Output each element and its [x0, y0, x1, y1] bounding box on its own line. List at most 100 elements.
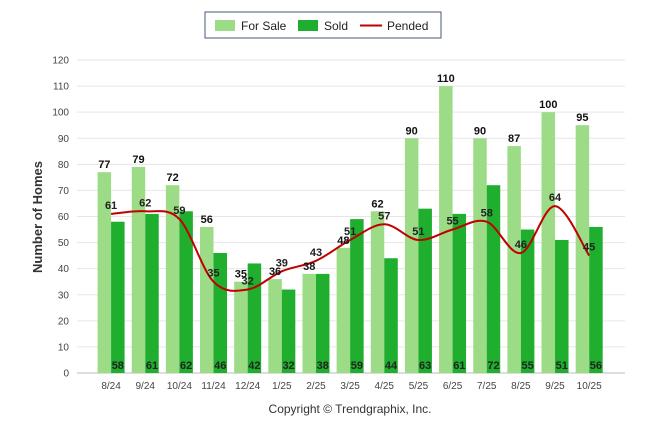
label-for-sale: 62 [371, 198, 383, 210]
label-sold: 63 [419, 360, 431, 372]
label-pended: 58 [481, 208, 493, 220]
bar-for-sale [507, 146, 521, 373]
x-tick-label: 11/24 [201, 381, 226, 392]
bar-sold [589, 226, 603, 373]
data-labels: 77 58 79 61 72 62 56 46 35 42 36 32 38 38 48 59 62 44 90 63… [98, 73, 602, 372]
y-tick-label: 0 [63, 369, 69, 380]
label-for-sale: 87 [508, 133, 520, 145]
pended-line-path [111, 205, 591, 292]
y-tick-label: 60 [58, 212, 70, 223]
y-axis-label: Number of Homes [30, 161, 45, 273]
label-for-sale: 56 [201, 214, 213, 226]
bar-sold [315, 273, 330, 373]
label-for-sale: 72 [167, 172, 179, 184]
label-sold: 62 [180, 360, 192, 372]
x-tick-label: 2/25 [306, 381, 326, 392]
y-tick-label: 110 [53, 82, 69, 93]
bar-for-sale [541, 112, 556, 374]
x-tick-label: 8/25 [511, 381, 531, 392]
label-pended: 46 [515, 239, 527, 251]
bar-for-sale [575, 125, 590, 373]
label-pended: 57 [378, 210, 390, 222]
bar-sold [281, 289, 296, 373]
bar-sold [452, 213, 467, 373]
x-tick-label: 12/24 [235, 381, 260, 392]
y-tick-label: 30 [58, 290, 70, 301]
x-tick-labels: 8/24 9/24 10/24 11/24 12/24 1/25 2/25 3/25 4/25 5… [101, 381, 602, 392]
label-sold: 72 [487, 360, 499, 372]
label-pended: 64 [549, 192, 562, 204]
label-pended: 61 [105, 200, 117, 212]
bar-for-sale [404, 138, 419, 373]
label-for-sale: 48 [337, 235, 349, 247]
x-tick-label: 9/24 [135, 381, 155, 392]
bars [97, 86, 603, 374]
label-for-sale: 36 [269, 266, 281, 278]
bar-for-sale [473, 138, 487, 373]
bar-for-sale [234, 281, 248, 373]
legend-label-pended: Pended [387, 19, 428, 33]
x-tick-label: 6/25 [443, 381, 463, 392]
x-tick-label: 8/24 [101, 381, 121, 392]
bar-sold [418, 208, 432, 373]
y-tick-label: 70 [58, 186, 70, 197]
bar-sold [350, 219, 364, 373]
label-pended: 59 [173, 205, 185, 217]
x-tick-label: 5/25 [409, 381, 429, 392]
bar-for-sale [336, 247, 351, 373]
y-tick-label: 120 [52, 56, 69, 67]
bar-for-sale [131, 166, 146, 373]
label-for-sale: 77 [98, 159, 110, 171]
label-for-sale: 95 [576, 112, 588, 124]
y-tick-labels: 0 10 20 30 40 50 60 70 80 90 100 110 120 [52, 56, 69, 380]
copyright-text: Copyright © Trendgraphix, Inc. [269, 402, 432, 416]
legend-label-for-sale: For Sale [241, 19, 287, 33]
label-sold: 44 [385, 360, 398, 372]
bar-sold [520, 229, 535, 373]
label-pended: 51 [412, 226, 424, 238]
x-tick-label: 1/25 [272, 381, 292, 392]
x-tick-label: 9/25 [545, 381, 565, 392]
label-for-sale: 90 [406, 125, 418, 137]
label-pended: 32 [242, 276, 254, 288]
bar-sold [179, 211, 193, 373]
pended-line [111, 205, 591, 292]
bar-sold [145, 213, 159, 373]
bar-for-sale [268, 279, 282, 373]
y-tick-label: 80 [58, 160, 70, 171]
label-sold: 32 [282, 360, 294, 372]
label-for-sale: 110 [437, 73, 455, 85]
x-tick-label: 4/25 [375, 381, 395, 392]
label-sold: 58 [112, 360, 124, 372]
bar-for-sale [439, 86, 453, 373]
legend: For Sale Sold Pended [204, 11, 442, 39]
label-sold: 38 [317, 360, 329, 372]
label-pended: 35 [207, 268, 219, 280]
y-tick-label: 40 [58, 264, 70, 275]
label-pended: 55 [446, 216, 458, 228]
label-pended: 62 [139, 197, 151, 209]
bar-sold [213, 253, 228, 373]
label-sold: 59 [351, 360, 363, 372]
x-tick-label: 3/25 [340, 381, 360, 392]
x-tick-label: 10/24 [167, 381, 192, 392]
bar-sold [247, 263, 262, 373]
bar-sold [111, 221, 125, 373]
bar-for-sale [200, 226, 214, 373]
y-tick-label: 50 [58, 238, 70, 249]
label-pended: 45 [583, 242, 595, 254]
y-tick-label: 100 [52, 108, 69, 119]
x-tick-label: 7/25 [477, 381, 497, 392]
bar-for-sale [302, 273, 316, 373]
bar-for-sale [370, 211, 385, 373]
label-sold: 51 [556, 360, 568, 372]
label-sold: 42 [248, 360, 260, 372]
label-pended: 43 [310, 247, 322, 259]
label-for-sale: 79 [132, 154, 144, 166]
bar-sold [384, 258, 398, 373]
label-for-sale: 35 [235, 269, 247, 281]
label-sold: 55 [522, 360, 534, 372]
legend-label-sold: Sold [324, 19, 348, 33]
label-pended: 51 [344, 226, 356, 238]
